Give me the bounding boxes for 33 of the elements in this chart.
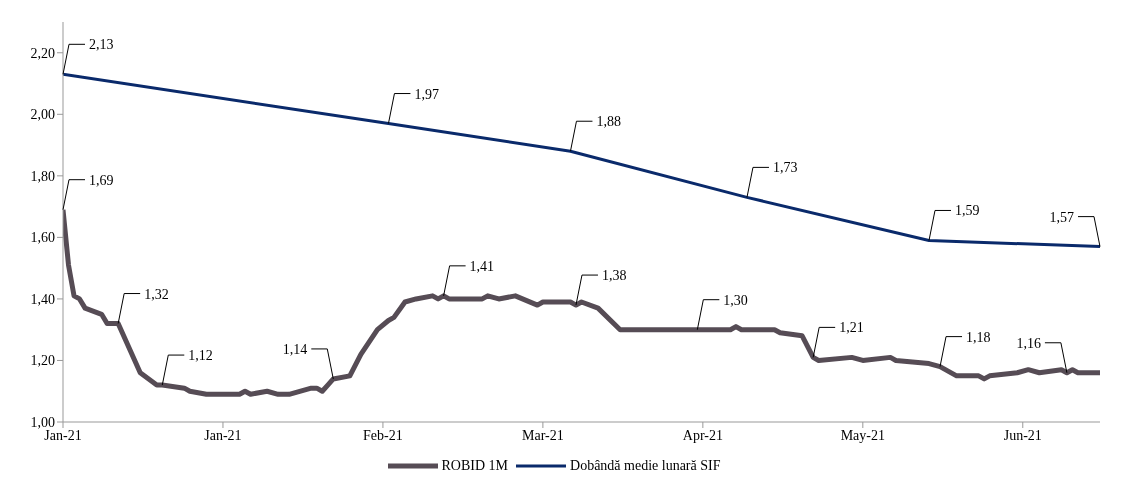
data-label: 1,16 [1016,335,1041,351]
y-tick-label: 1,80 [30,168,55,184]
data-label: 1,21 [839,320,864,336]
y-tick-label: 1,60 [30,230,55,246]
data-label: 1,57 [1049,209,1074,225]
x-tick-label: Apr-21 [682,427,723,443]
x-tick-label: Feb-21 [363,427,403,443]
x-tick-label: Jan-21 [204,427,242,443]
data-label: 1,69 [89,172,114,188]
y-tick-label: 1,00 [30,414,55,430]
x-tick-label: May-21 [840,427,885,443]
y-tick-label: 1,20 [30,353,55,369]
data-label: 1,97 [414,86,439,102]
data-label: 1,88 [596,114,621,130]
data-label: 1,73 [772,160,798,176]
data-label: 1,32 [144,286,169,302]
legend-label: Dobândă medie lunară SIF [570,458,721,474]
data-label: 1,12 [188,348,213,364]
y-tick-label: 1,40 [30,291,55,307]
data-label: 2,13 [89,37,114,53]
data-label: 1,30 [723,292,748,308]
data-label: 1,41 [469,258,495,274]
x-tick-label: Jun-21 [1003,427,1042,443]
x-tick-label: Mar-21 [522,427,564,443]
legend-label: ROBID 1M [441,458,509,474]
data-label: 1,18 [966,329,991,345]
x-tick-label: Jan-21 [44,427,82,443]
y-tick-label: 2,20 [30,45,55,61]
data-label: 1,14 [282,341,308,357]
data-label: 1,38 [601,268,627,284]
line-series [63,72,1100,249]
y-tick-label: 2,00 [30,107,55,123]
data-label: 1,59 [955,203,980,219]
